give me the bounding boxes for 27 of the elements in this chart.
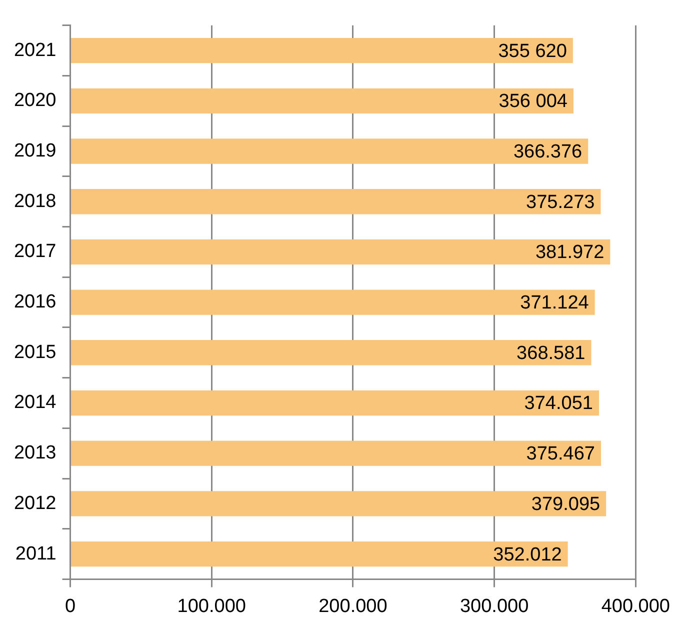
y-tick-label: 2018: [14, 190, 56, 212]
y-tick-label: 2011: [15, 543, 56, 564]
x-tick-label: 400.000: [601, 596, 670, 617]
y-tick-label: 2015: [14, 342, 56, 363]
y-tick-label: 2012: [14, 492, 56, 514]
x-tick-label: 100.000: [177, 596, 246, 617]
y-tick-label: 2021: [14, 40, 56, 61]
data-label: 371.124: [520, 292, 590, 314]
data-label: 374.051: [524, 393, 593, 414]
data-label: 366.376: [513, 142, 582, 162]
x-tick-label: 200.000: [318, 596, 388, 617]
y-tick-label: 2014: [14, 392, 57, 414]
y-tick-label: 2017: [14, 241, 56, 262]
data-label: 381.972: [535, 242, 604, 264]
y-tick-label: 2013: [14, 442, 56, 464]
data-label: 375.273: [526, 192, 595, 213]
y-tick-label: 2019: [14, 140, 56, 162]
data-label: 356 004: [498, 91, 568, 112]
data-label: 379.095: [531, 494, 600, 515]
x-tick-label: 0: [64, 596, 76, 617]
data-label: 375.467: [526, 444, 595, 465]
data-label: 368.581: [516, 342, 586, 364]
data-label: 352.012: [493, 544, 562, 566]
y-tick-label: 2020: [14, 90, 56, 112]
data-label: 355 620: [498, 40, 567, 62]
x-tick-label: 300.000: [460, 596, 529, 617]
y-tick-label: 2016: [14, 292, 56, 313]
